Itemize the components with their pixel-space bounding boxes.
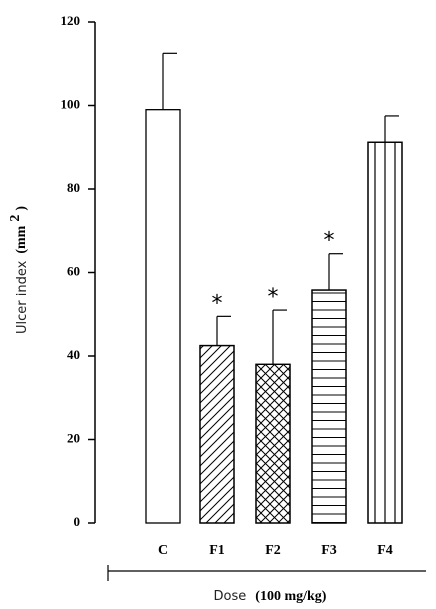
y-tick-label: 100 (61, 96, 81, 111)
bar-pattern-f2 (255, 363, 291, 524)
y-axis-label-close: ) (14, 206, 29, 211)
y-tick-label: 20 (67, 430, 80, 445)
error-bars (162, 52, 399, 365)
y-tick-label: 120 (61, 13, 81, 28)
x-axis-label-main: Dose (214, 589, 247, 604)
x-tick-label: F4 (377, 543, 393, 558)
y-axis-label: Ulcer index (mm 2 ) (7, 206, 30, 334)
y-tick-label: 80 (67, 180, 80, 195)
bar-pattern-f4 (367, 141, 403, 524)
bar-c (145, 109, 181, 524)
y-axis-label-main: Ulcer index (15, 260, 30, 334)
x-tick-label: F1 (209, 543, 225, 558)
y-axis-label-sup: 2 (8, 215, 23, 222)
y-tick-label: 60 (67, 263, 80, 278)
x-axis-label-unit: (100 mg/kg) (255, 589, 327, 604)
bar-pattern-f3 (311, 289, 347, 524)
x-tick-label: C (158, 543, 168, 558)
x-axis-label: Dose (100 mg/kg) (214, 587, 327, 604)
x-axis (107, 565, 426, 581)
y-tick-label: 0 (74, 514, 81, 529)
x-tick-label: F2 (265, 543, 281, 558)
bars (145, 109, 403, 524)
significance-markers: * * * (212, 229, 335, 317)
x-labels: C F1 F2 F3 F4 (158, 543, 393, 558)
x-tick-label: F3 (321, 543, 337, 558)
bar-pattern-f1 (199, 344, 235, 524)
y-tick-label: 40 (67, 347, 80, 362)
y-axis-label-unit: (mm (14, 225, 29, 253)
y-ticks: 0 20 40 60 80 100 120 (61, 13, 95, 529)
significance-asterisk: * (268, 285, 279, 310)
significance-asterisk: * (324, 229, 335, 254)
significance-asterisk: * (212, 291, 223, 316)
